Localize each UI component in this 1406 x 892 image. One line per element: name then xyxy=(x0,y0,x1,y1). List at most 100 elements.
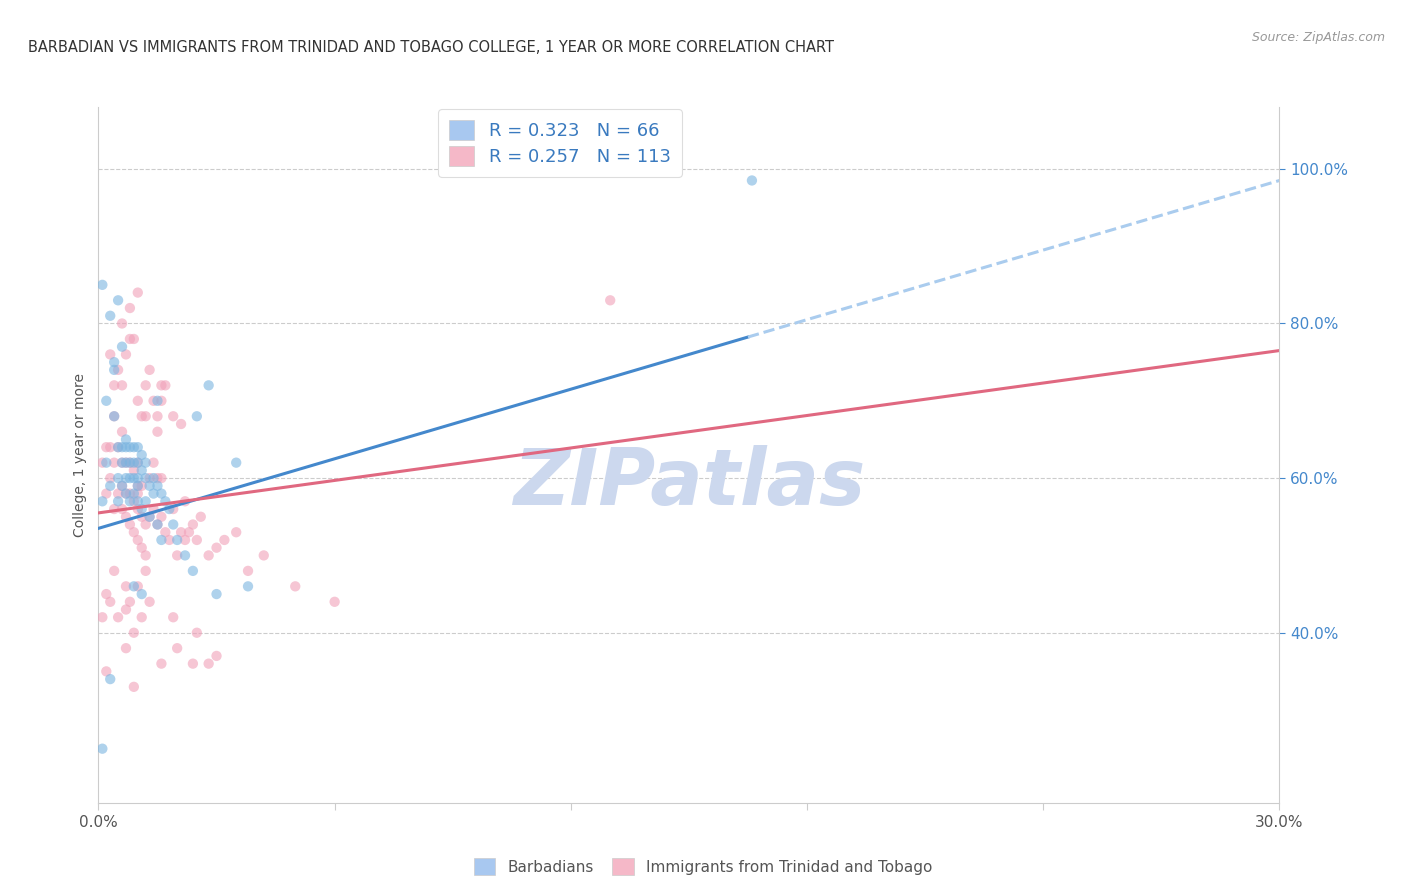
Point xyxy=(107,610,129,624)
Point xyxy=(142,502,165,516)
Point xyxy=(111,440,134,454)
Point xyxy=(111,479,134,493)
Point xyxy=(146,479,169,493)
Point xyxy=(135,456,157,470)
Point xyxy=(103,409,125,424)
Text: Source: ZipAtlas.com: Source: ZipAtlas.com xyxy=(1251,31,1385,45)
Point xyxy=(118,595,141,609)
Point xyxy=(135,494,157,508)
Point xyxy=(115,486,138,500)
Point xyxy=(157,533,180,547)
Point xyxy=(111,456,134,470)
Point xyxy=(127,494,149,508)
Point xyxy=(155,525,177,540)
Point xyxy=(138,509,160,524)
Point xyxy=(150,509,173,524)
Point xyxy=(150,393,173,408)
Point xyxy=(91,741,114,756)
Point xyxy=(205,541,228,555)
Point xyxy=(96,665,118,679)
Point xyxy=(177,525,200,540)
Point xyxy=(127,285,149,300)
Point xyxy=(131,502,153,516)
Point xyxy=(103,456,125,470)
Point xyxy=(150,471,173,485)
Point xyxy=(181,657,204,671)
Point xyxy=(107,440,129,454)
Point xyxy=(186,533,208,547)
Point xyxy=(131,448,153,462)
Point xyxy=(127,479,149,493)
Point xyxy=(131,479,153,493)
Point xyxy=(131,541,153,555)
Point xyxy=(146,409,169,424)
Point xyxy=(115,602,138,616)
Point xyxy=(138,363,160,377)
Point xyxy=(122,625,145,640)
Point xyxy=(127,502,149,516)
Point xyxy=(118,440,141,454)
Point xyxy=(111,317,134,331)
Point xyxy=(115,456,138,470)
Point xyxy=(135,378,157,392)
Point xyxy=(174,549,197,563)
Point xyxy=(118,456,141,470)
Point xyxy=(98,479,121,493)
Point xyxy=(118,517,141,532)
Point xyxy=(162,610,184,624)
Point xyxy=(98,347,121,361)
Point xyxy=(146,517,169,532)
Point xyxy=(96,486,118,500)
Point xyxy=(91,610,114,624)
Point xyxy=(131,463,153,477)
Point xyxy=(323,595,346,609)
Point xyxy=(205,648,228,663)
Point xyxy=(162,517,184,532)
Point xyxy=(162,502,184,516)
Point xyxy=(122,525,145,540)
Point xyxy=(96,456,118,470)
Point xyxy=(118,494,141,508)
Point xyxy=(103,502,125,516)
Point xyxy=(111,479,134,493)
Point xyxy=(197,378,219,392)
Point xyxy=(98,309,121,323)
Point xyxy=(107,494,129,508)
Point xyxy=(111,340,134,354)
Point xyxy=(135,517,157,532)
Point xyxy=(122,456,145,470)
Point xyxy=(225,456,247,470)
Point xyxy=(98,595,121,609)
Legend: Barbadians, Immigrants from Trinidad and Tobago: Barbadians, Immigrants from Trinidad and… xyxy=(467,851,939,882)
Point xyxy=(118,471,141,485)
Point xyxy=(155,494,177,508)
Point xyxy=(118,456,141,470)
Point xyxy=(111,502,134,516)
Point xyxy=(127,393,149,408)
Point xyxy=(138,471,160,485)
Point xyxy=(186,625,208,640)
Point xyxy=(118,301,141,315)
Point xyxy=(115,509,138,524)
Point xyxy=(253,549,276,563)
Point xyxy=(131,610,153,624)
Point xyxy=(150,533,173,547)
Point xyxy=(122,486,145,500)
Point xyxy=(131,409,153,424)
Point xyxy=(91,494,114,508)
Point xyxy=(146,393,169,408)
Point xyxy=(225,525,247,540)
Point xyxy=(111,425,134,439)
Point xyxy=(135,564,157,578)
Point xyxy=(170,525,193,540)
Point xyxy=(127,456,149,470)
Point xyxy=(96,440,118,454)
Point xyxy=(599,293,621,308)
Point xyxy=(122,680,145,694)
Point xyxy=(170,417,193,431)
Point xyxy=(174,533,197,547)
Point xyxy=(135,549,157,563)
Point xyxy=(122,440,145,454)
Point xyxy=(155,378,177,392)
Point xyxy=(107,471,129,485)
